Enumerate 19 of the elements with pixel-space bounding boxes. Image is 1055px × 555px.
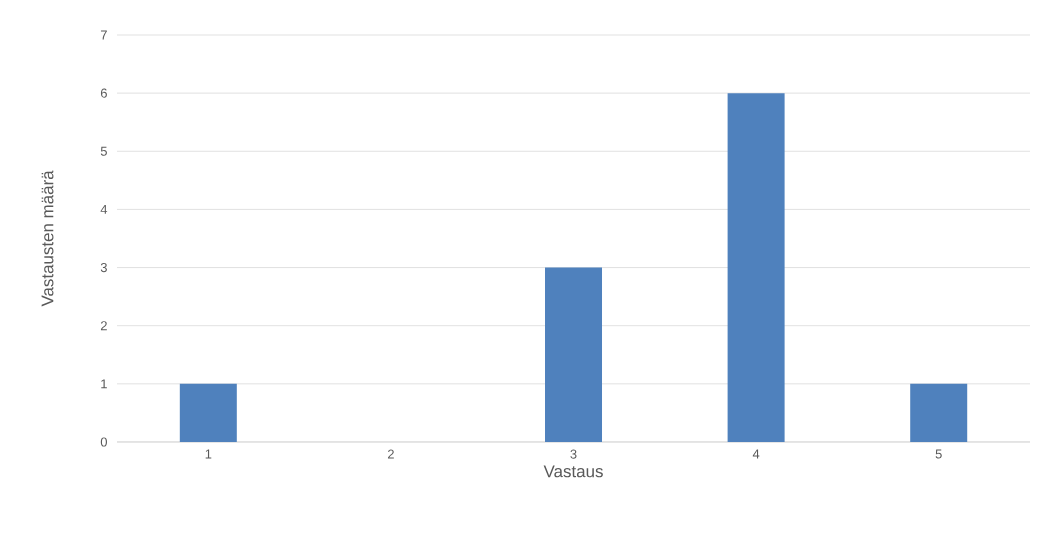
y-tick-label: 1 bbox=[101, 379, 107, 389]
x-tick-label: 1 bbox=[205, 449, 212, 459]
y-tick-label: 0 bbox=[100, 437, 107, 447]
bar bbox=[727, 93, 785, 442]
bar bbox=[910, 383, 968, 442]
x-axis-title: Vastaus bbox=[543, 465, 603, 478]
y-tick-label: 7 bbox=[100, 30, 107, 40]
y-tick-label: 3 bbox=[100, 262, 107, 273]
y-tick-label: 4 bbox=[100, 204, 108, 214]
x-tick-label: 3 bbox=[570, 449, 577, 459]
bar bbox=[179, 383, 237, 442]
y-tick-label: 6 bbox=[100, 88, 107, 98]
x-tick-label: 5 bbox=[935, 449, 942, 459]
x-tick-label: 4 bbox=[752, 449, 760, 459]
y-tick-label: 2 bbox=[100, 321, 107, 331]
y-axis-title: Vastausten määrä bbox=[41, 170, 54, 307]
y-tick-label: 5 bbox=[100, 146, 107, 156]
x-tick-label: 2 bbox=[387, 449, 394, 459]
bar bbox=[545, 267, 603, 442]
